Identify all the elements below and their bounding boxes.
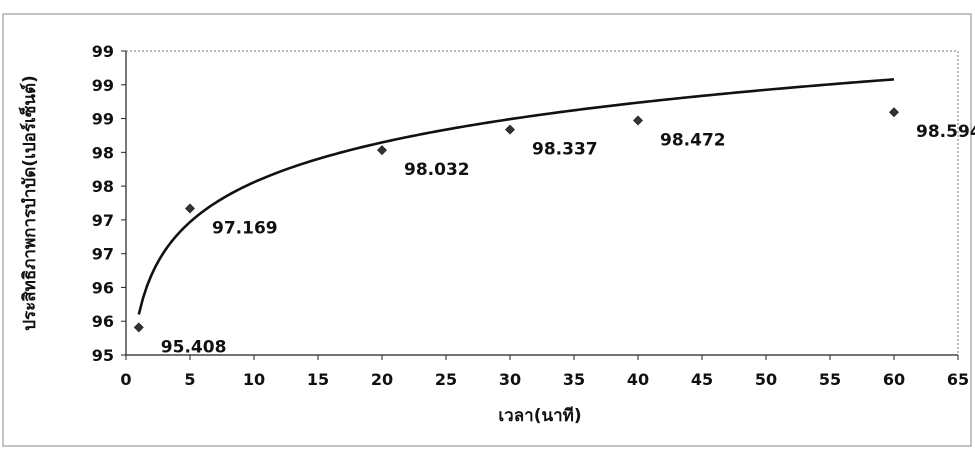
x-tick-label: 45: [691, 370, 713, 389]
y-tick-label: 99: [92, 42, 114, 61]
data-point: [505, 124, 515, 135]
data-point: [633, 115, 643, 126]
data-label: 98.594: [916, 122, 975, 142]
x-axis-ticks: 0 5 10 15 20 25 30 35 40 45 50 55 60 65: [120, 355, 969, 389]
x-tick-label: 25: [435, 370, 457, 389]
x-tick-label: 40: [627, 370, 649, 389]
y-tick-label: 99: [92, 110, 114, 129]
x-tick-label: 20: [371, 370, 393, 389]
y-tick-label: 98: [92, 177, 114, 196]
x-tick-label: 30: [499, 370, 521, 389]
y-tick-label: 99: [92, 76, 114, 95]
y-tick-label: 95: [92, 346, 114, 365]
y-axis-title: ประสิทธิภาพการบำบัด(เปอร์เซ็นต์): [17, 75, 40, 331]
x-tick-label: 15: [307, 370, 329, 389]
data-label: 98.032: [404, 160, 470, 180]
x-tick-label: 60: [883, 370, 905, 389]
y-tick-label: 96: [92, 312, 114, 331]
data-label: 97.169: [212, 218, 278, 238]
x-tick-label: 10: [243, 370, 265, 389]
plot-area: [125, 50, 959, 356]
x-tick-label: 55: [819, 370, 841, 389]
data-label: 98.337: [532, 140, 598, 160]
x-tick-label: 50: [755, 370, 777, 389]
x-tick-label: 5: [184, 370, 195, 389]
y-tick-label: 98: [92, 143, 114, 162]
data-point: [377, 145, 387, 156]
data-point: [185, 203, 195, 214]
data-points: [133, 107, 899, 333]
x-tick-label: 35: [563, 370, 585, 389]
data-point: [889, 107, 899, 118]
y-tick-label: 97: [92, 211, 114, 230]
x-axis-title: เวลา(นาที): [498, 405, 581, 426]
y-tick-label: 96: [92, 278, 114, 297]
plot-area-border: [125, 50, 959, 356]
y-tick-label: 97: [92, 245, 114, 264]
x-tick-label: 65: [947, 370, 969, 389]
x-tick-label: 0: [120, 370, 131, 389]
data-label: 95.408: [161, 337, 227, 357]
data-point: [133, 322, 144, 333]
trendline-group: [137, 78, 895, 315]
trendline: [137, 78, 895, 315]
y-axis-ticks: 95 96 96 97 97 98 98 99 99 99: [92, 42, 126, 365]
data-labels: 95.408 97.169 98.032 98.337 98.472 98.594: [161, 122, 975, 357]
data-label: 98.472: [660, 130, 726, 150]
